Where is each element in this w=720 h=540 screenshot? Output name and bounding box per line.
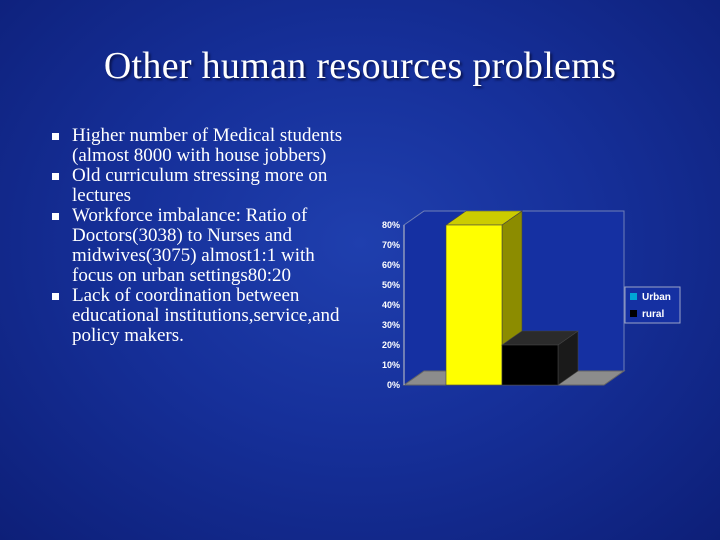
bullet-item: Workforce imbalance: Ratio of Doctors(30… <box>52 206 352 286</box>
bars <box>445 210 579 386</box>
y-tick-label: 70% <box>382 240 400 250</box>
square-bullet-icon <box>52 173 59 180</box>
bullet-item: Old curriculum stressing more on lecture… <box>52 166 352 206</box>
bar-front <box>501 344 559 386</box>
legend-swatch-rural <box>630 310 637 317</box>
y-tick-label: 10% <box>382 360 400 370</box>
bullet-item: Higher number of Medical students (almos… <box>52 126 352 166</box>
square-bullet-icon <box>52 133 59 140</box>
y-tick-label: 80% <box>382 220 400 230</box>
y-tick-label: 20% <box>382 340 400 350</box>
legend-label-rural: rural <box>642 309 664 320</box>
y-tick-label: 0% <box>387 380 400 390</box>
bar-urban <box>445 210 523 386</box>
legend: Urban rural <box>624 286 681 324</box>
legend-swatch-urban <box>630 293 637 300</box>
bar-front <box>445 224 503 386</box>
bullet-text: Higher number of Medical students (almos… <box>72 125 343 166</box>
square-bullet-icon <box>52 213 59 220</box>
y-tick-label: 40% <box>382 300 400 310</box>
bullet-text: Workforce imbalance: Ratio of Doctors(30… <box>72 205 315 286</box>
square-bullet-icon <box>52 293 59 300</box>
slide-title: Other human resources problems <box>103 45 617 87</box>
bullet-list: Higher number of Medical students (almos… <box>52 126 352 346</box>
y-tick-label: 50% <box>382 280 400 290</box>
bullet-text: Lack of coordination between educational… <box>72 285 340 346</box>
bar-chart: 0% 10% 20% 30% 40% 50% 60% 70% 80% Urban rural <box>382 210 681 390</box>
legend-label-urban: Urban <box>642 292 671 303</box>
bullet-text: Old curriculum stressing more on lecture… <box>72 165 328 206</box>
y-tick-label: 30% <box>382 320 400 330</box>
y-tick-label: 60% <box>382 260 400 270</box>
bar-rural <box>501 330 579 386</box>
bullet-item: Lack of coordination between educational… <box>52 286 352 346</box>
y-tick-labels: 0% 10% 20% 30% 40% 50% 60% 70% 80% <box>382 220 400 390</box>
